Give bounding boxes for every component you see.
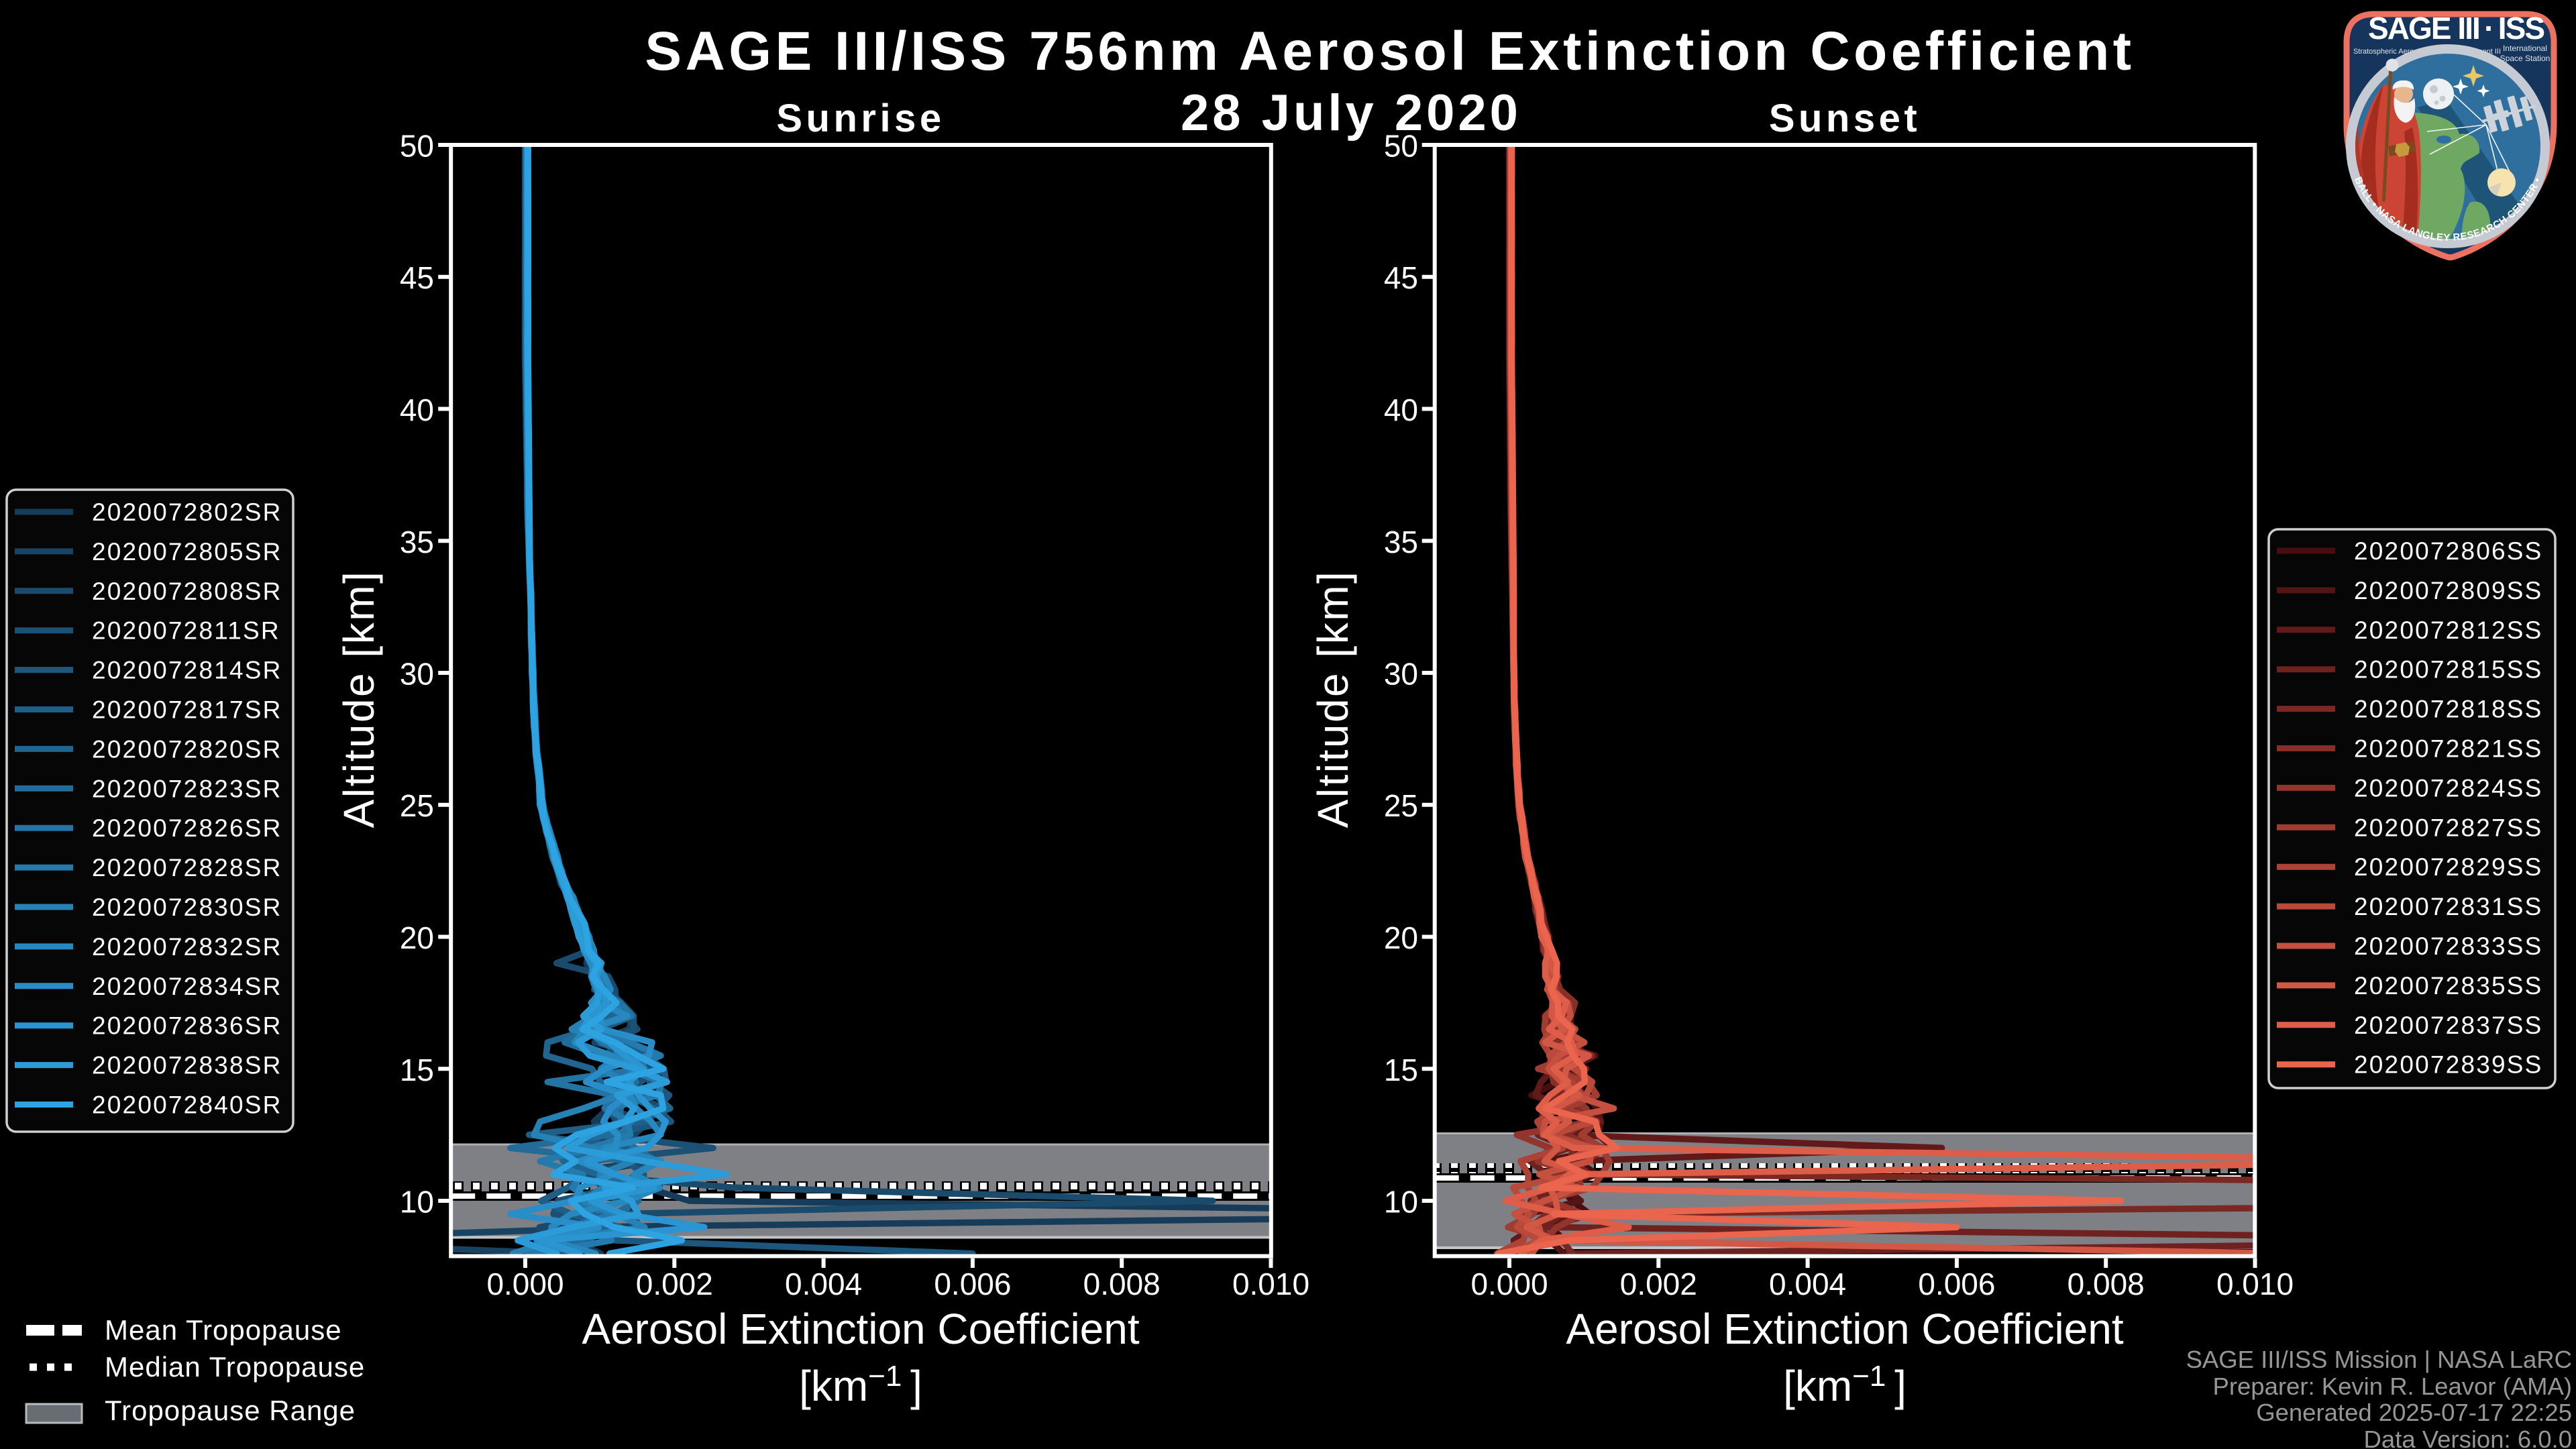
svg-text:25: 25 — [400, 788, 434, 823]
svg-text:2020072827SS: 2020072827SS — [2354, 814, 2543, 841]
svg-text:Sunset: Sunset — [1769, 97, 1921, 140]
svg-text:28 July 2020: 28 July 2020 — [1181, 85, 1521, 142]
svg-text:0.002: 0.002 — [636, 1267, 713, 1301]
svg-text:2020072811SR: 2020072811SR — [92, 617, 280, 645]
svg-text:0.000: 0.000 — [486, 1267, 564, 1301]
svg-text:International: International — [2503, 44, 2547, 53]
svg-text:10: 10 — [1384, 1185, 1418, 1220]
svg-text:2020072818SS: 2020072818SS — [2354, 696, 2543, 723]
svg-text:2020072834SR: 2020072834SR — [92, 973, 282, 1000]
svg-text:2020072806SS: 2020072806SS — [2354, 537, 2543, 565]
svg-text:50: 50 — [1384, 129, 1418, 164]
svg-text:Data Version: 6.0.0: Data Version: 6.0.0 — [2364, 1426, 2572, 1449]
svg-text:20: 20 — [1384, 920, 1418, 955]
svg-text:Altitude [km]: Altitude [km] — [1309, 570, 1357, 828]
svg-text:2020072832SR: 2020072832SR — [92, 933, 282, 961]
svg-text:2020072814SR: 2020072814SR — [92, 657, 282, 684]
svg-text:2020072828SR: 2020072828SR — [92, 854, 282, 881]
svg-text:SAGE III/ISS Mission | NASA La: SAGE III/ISS Mission | NASA LaRC — [2186, 1346, 2572, 1373]
svg-text:0.002: 0.002 — [1620, 1267, 1697, 1301]
svg-text:0.008: 0.008 — [2068, 1267, 2145, 1301]
svg-text:Tropopause Range: Tropopause Range — [105, 1395, 356, 1426]
svg-text:SAGE III · ISS: SAGE III · ISS — [2368, 11, 2545, 46]
svg-text:0.010: 0.010 — [2216, 1267, 2294, 1301]
svg-text:2020072826SR: 2020072826SR — [92, 814, 282, 842]
svg-text:Aerosol Extinction Coefficient: Aerosol Extinction Coefficient — [582, 1305, 1139, 1353]
svg-text:Altitude [km]: Altitude [km] — [335, 570, 383, 828]
svg-text:2020072833SS: 2020072833SS — [2354, 932, 2543, 960]
svg-text:40: 40 — [1384, 392, 1418, 427]
svg-text:35: 35 — [1384, 525, 1418, 559]
svg-text:2020072817SR: 2020072817SR — [92, 696, 282, 724]
svg-text:30: 30 — [400, 657, 434, 692]
svg-text:2020072802SR: 2020072802SR — [92, 498, 282, 526]
svg-text:2020072840SR: 2020072840SR — [92, 1091, 282, 1119]
svg-text:0.004: 0.004 — [785, 1267, 862, 1301]
svg-text:2020072835SS: 2020072835SS — [2354, 972, 2543, 1000]
svg-text:25: 25 — [1384, 788, 1418, 823]
svg-text:0.000: 0.000 — [1470, 1267, 1548, 1301]
svg-text:2020072829SS: 2020072829SS — [2354, 853, 2543, 881]
svg-text:0.006: 0.006 — [1918, 1267, 1995, 1301]
svg-text:2020072820SR: 2020072820SR — [92, 735, 282, 763]
svg-text:2020072836SR: 2020072836SR — [92, 1012, 282, 1040]
svg-text:15: 15 — [400, 1053, 434, 1087]
svg-text:0.004: 0.004 — [1769, 1267, 1846, 1301]
svg-text:SAGE III/ISS 756nm Aerosol Ext: SAGE III/ISS 756nm Aerosol Extinction Co… — [645, 21, 2135, 82]
svg-text:50: 50 — [400, 129, 434, 164]
svg-text:Aerosol Extinction Coefficient: Aerosol Extinction Coefficient — [1566, 1305, 2123, 1353]
svg-text:0.006: 0.006 — [934, 1267, 1011, 1301]
svg-text:2020072838SR: 2020072838SR — [92, 1052, 282, 1079]
svg-text:2020072805SR: 2020072805SR — [92, 538, 282, 566]
svg-text:15: 15 — [1384, 1053, 1418, 1087]
svg-text:10: 10 — [400, 1185, 434, 1220]
svg-text:2020072824SS: 2020072824SS — [2354, 774, 2543, 802]
svg-text:0.008: 0.008 — [1083, 1267, 1161, 1301]
svg-text:0.010: 0.010 — [1232, 1267, 1309, 1301]
svg-text:Generated 2025-07-17 22:25: Generated 2025-07-17 22:25 — [2256, 1399, 2572, 1426]
svg-text:45: 45 — [1384, 260, 1418, 295]
svg-text:2020072831SS: 2020072831SS — [2354, 893, 2543, 920]
svg-text:2020072808SR: 2020072808SR — [92, 578, 282, 605]
svg-text:[km−1 ]: [km−1 ] — [799, 1360, 922, 1410]
svg-text:2020072837SS: 2020072837SS — [2354, 1012, 2543, 1039]
svg-text:2020072809SS: 2020072809SS — [2354, 577, 2543, 604]
svg-text:Sunrise: Sunrise — [776, 97, 945, 140]
svg-text:2020072821SS: 2020072821SS — [2354, 735, 2543, 763]
svg-text:Median Tropopause: Median Tropopause — [105, 1351, 365, 1383]
svg-text:30: 30 — [1384, 657, 1418, 692]
svg-text:2020072815SS: 2020072815SS — [2354, 656, 2543, 684]
svg-text:35: 35 — [400, 525, 434, 559]
svg-text:2020072830SR: 2020072830SR — [92, 894, 282, 921]
svg-text:2020072823SR: 2020072823SR — [92, 775, 282, 802]
svg-text:Space Station: Space Station — [2500, 54, 2551, 63]
svg-text:45: 45 — [400, 260, 434, 295]
svg-text:40: 40 — [400, 392, 434, 427]
svg-text:2020072812SS: 2020072812SS — [2354, 616, 2543, 644]
svg-text:20: 20 — [400, 920, 434, 955]
svg-text:Mean Tropopause: Mean Tropopause — [105, 1314, 342, 1346]
svg-text:Preparer: Kevin R. Leavor (AMA: Preparer: Kevin R. Leavor (AMA) — [2212, 1373, 2572, 1400]
svg-text:[km−1 ]: [km−1 ] — [1783, 1360, 1907, 1410]
svg-text:2020072839SS: 2020072839SS — [2354, 1051, 2543, 1079]
